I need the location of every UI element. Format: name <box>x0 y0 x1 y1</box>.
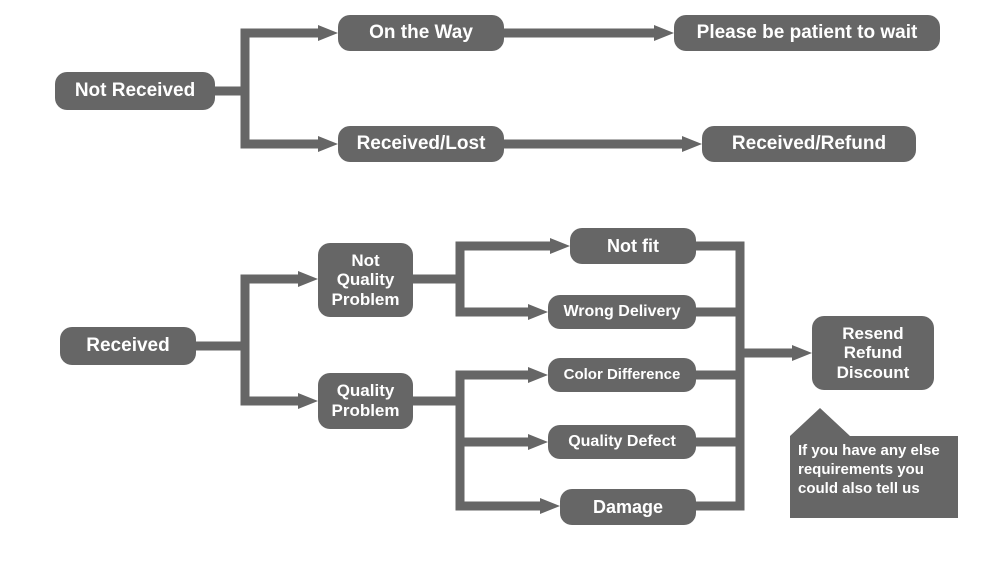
node-not-quality: Not Quality Problem <box>318 243 413 317</box>
node-not-received: Not Received <box>55 72 215 110</box>
node-wrong-delivery: Wrong Delivery <box>548 295 696 329</box>
callout-text: If you have any else requirements you co… <box>798 442 950 512</box>
node-received-lost: Received/Lost <box>338 126 504 162</box>
node-received: Received <box>60 327 196 365</box>
node-quality-defect: Quality Defect <box>548 425 696 459</box>
node-color-diff: Color Difference <box>548 358 696 392</box>
node-resend: Resend Refund Discount <box>812 316 934 390</box>
node-on-the-way: On the Way <box>338 15 504 51</box>
node-please-wait: Please be patient to wait <box>674 15 940 51</box>
node-quality: Quality Problem <box>318 373 413 429</box>
node-damage: Damage <box>560 489 696 525</box>
node-not-fit: Not fit <box>570 228 696 264</box>
node-received-refund: Received/Refund <box>702 126 916 162</box>
